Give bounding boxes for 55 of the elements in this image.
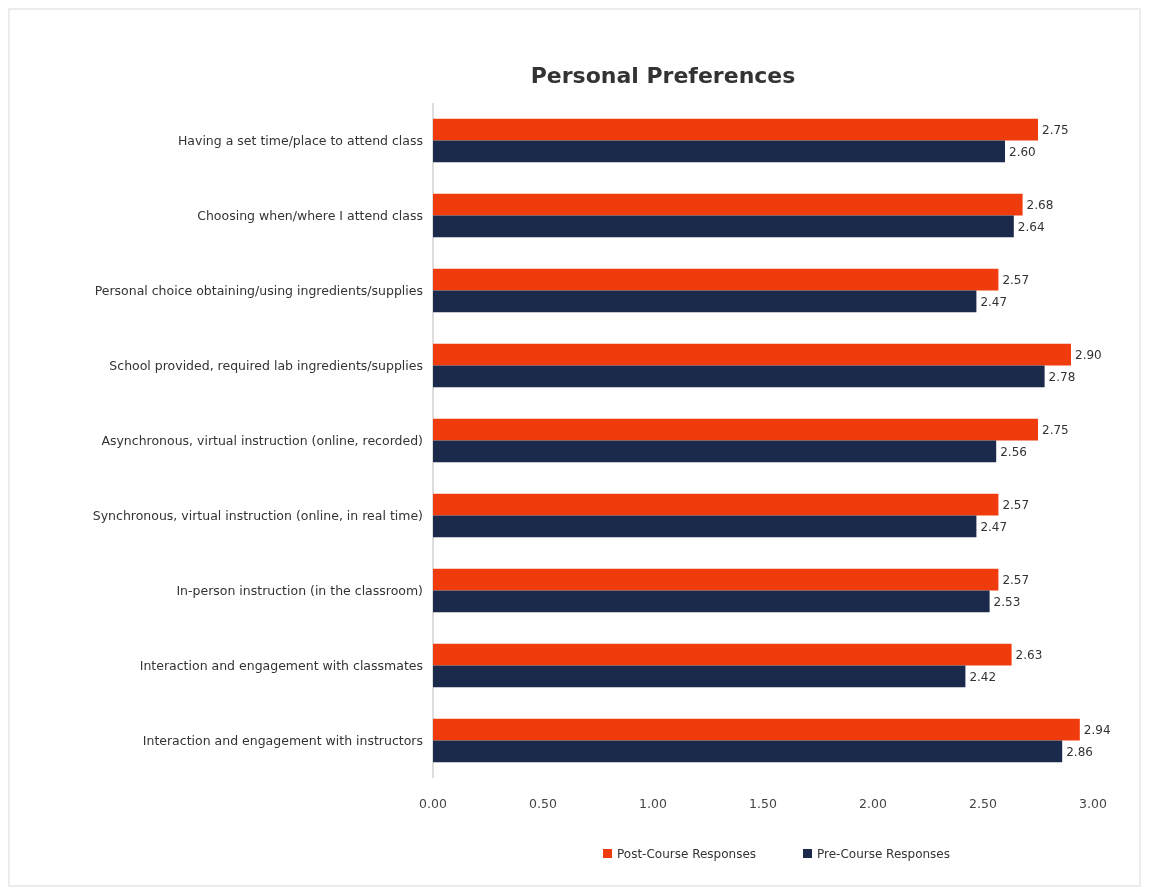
data-label: 2.42 bbox=[969, 669, 997, 684]
bar bbox=[433, 365, 1045, 388]
data-label: 2.56 bbox=[1000, 444, 1027, 459]
y-tick-label: School provided, required lab ingredients/supplies bbox=[109, 357, 423, 373]
bar bbox=[433, 215, 1014, 238]
x-tick-label: 2.00 bbox=[859, 796, 887, 811]
bar bbox=[433, 568, 999, 591]
legend-label: Pre-Course Responses bbox=[817, 847, 951, 861]
x-tick-label: 0.50 bbox=[529, 796, 557, 811]
x-tick-label: 1.00 bbox=[639, 796, 667, 811]
y-tick-label: Having a set time/place to attend class bbox=[177, 132, 423, 148]
bar bbox=[433, 665, 966, 688]
bar bbox=[433, 643, 1012, 666]
data-label: 2.90 bbox=[1075, 347, 1102, 362]
bar bbox=[433, 418, 1038, 441]
data-label: 2.57 bbox=[1002, 572, 1030, 587]
y-tick-label: Asynchronous, virtual instruction (online, recorded) bbox=[101, 432, 423, 448]
x-tick-label: 1.50 bbox=[749, 796, 777, 811]
data-label: 2.47 bbox=[980, 294, 1008, 309]
bar bbox=[433, 290, 977, 313]
data-label: 2.75 bbox=[1042, 122, 1069, 137]
bar bbox=[433, 440, 997, 463]
bar bbox=[433, 193, 1023, 216]
chart-title: Personal Preferences bbox=[530, 63, 796, 88]
y-tick-label: Choosing when/where I attend class bbox=[197, 207, 423, 223]
data-label: 2.86 bbox=[1066, 744, 1093, 759]
x-tick-label: 2.50 bbox=[969, 796, 997, 811]
y-tick-label: In-person instruction (in the classroom) bbox=[176, 582, 423, 598]
data-label: 2.57 bbox=[1002, 497, 1030, 512]
y-tick-label: Interaction and engagement with instructors bbox=[142, 732, 423, 748]
data-label: 2.60 bbox=[1009, 144, 1036, 159]
x-tick-label: 0.00 bbox=[419, 796, 447, 811]
x-tick-label: 3.00 bbox=[1079, 796, 1107, 811]
bar bbox=[433, 590, 990, 613]
bar bbox=[433, 493, 999, 516]
data-label: 2.75 bbox=[1042, 422, 1069, 437]
bar bbox=[433, 718, 1080, 741]
y-tick-label: Synchronous, virtual instruction (online, in real time) bbox=[92, 507, 423, 523]
data-label: 2.47 bbox=[980, 519, 1008, 534]
data-label: 2.53 bbox=[993, 594, 1021, 609]
y-tick-label: Personal choice obtaining/using ingredients/supplies bbox=[94, 282, 423, 298]
bar bbox=[433, 515, 977, 538]
bar bbox=[433, 118, 1038, 141]
data-label: 2.57 bbox=[1002, 272, 1030, 287]
data-label: 2.94 bbox=[1083, 722, 1111, 737]
data-label: 2.64 bbox=[1017, 219, 1045, 234]
bar bbox=[433, 740, 1063, 763]
y-tick-label: Interaction and engagement with classmates bbox=[139, 657, 423, 673]
legend-label: Post-Course Responses bbox=[617, 847, 757, 861]
data-label: 2.63 bbox=[1015, 647, 1043, 662]
data-label: 2.78 bbox=[1048, 369, 1076, 384]
data-label: 2.68 bbox=[1026, 197, 1054, 212]
bar bbox=[433, 140, 1005, 163]
bar bbox=[433, 343, 1071, 366]
bar bbox=[433, 268, 999, 291]
